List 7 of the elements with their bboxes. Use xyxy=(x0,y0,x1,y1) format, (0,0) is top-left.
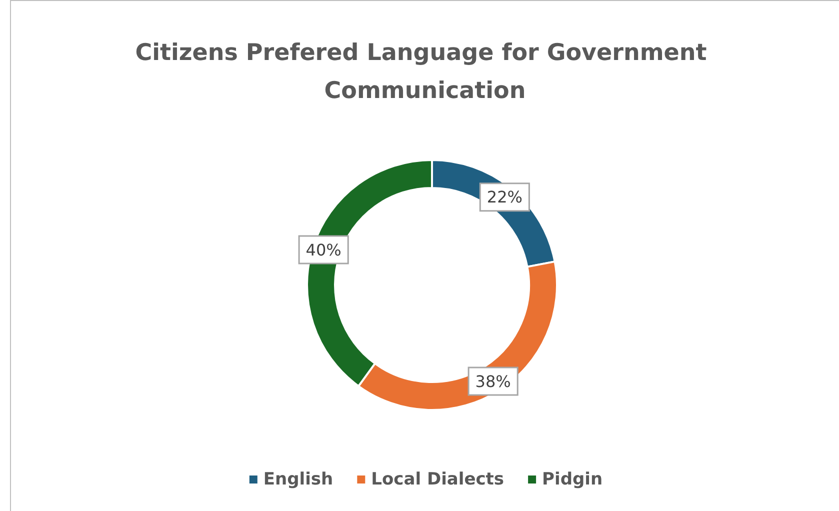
legend-label: Pidgin xyxy=(542,470,603,490)
data-label: 22% xyxy=(486,188,522,207)
data-label: 40% xyxy=(306,240,342,260)
legend-label: Local Dialects xyxy=(371,470,504,490)
chart-title: Citizens Prefered Language for Government Communication xyxy=(135,40,715,104)
data-label: 38% xyxy=(475,372,511,391)
legend-label: English xyxy=(263,470,334,490)
